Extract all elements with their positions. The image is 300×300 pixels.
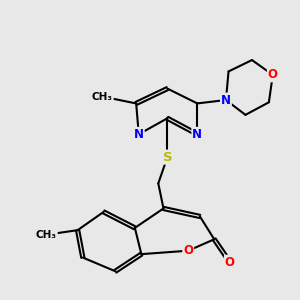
Text: O: O <box>268 68 278 81</box>
Text: N: N <box>192 128 202 141</box>
Text: CH₃: CH₃ <box>92 92 113 102</box>
Text: N: N <box>221 94 231 106</box>
Text: S: S <box>163 151 172 164</box>
Text: O: O <box>183 244 193 257</box>
Text: N: N <box>134 128 144 141</box>
Text: CH₃: CH₃ <box>36 230 57 240</box>
Text: O: O <box>225 256 235 268</box>
